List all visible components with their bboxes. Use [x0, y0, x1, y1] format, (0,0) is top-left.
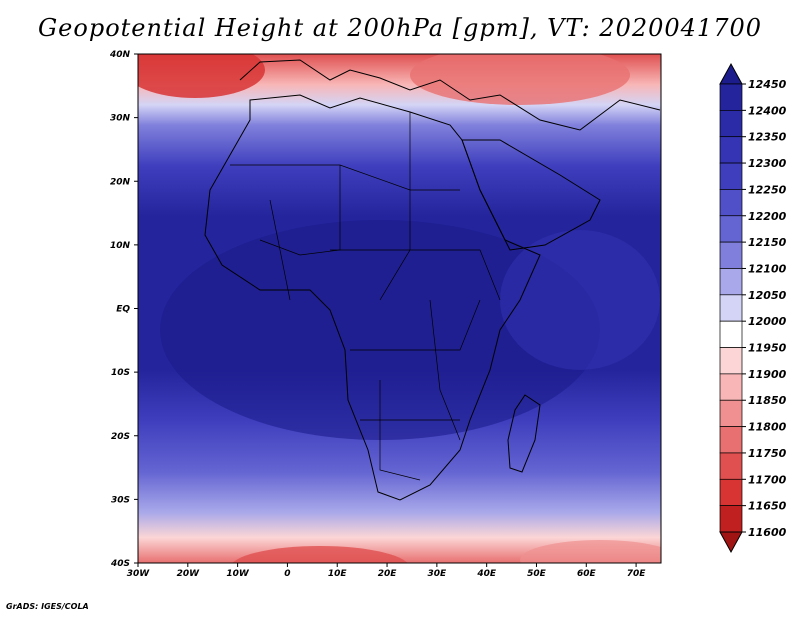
lon-tick-label: 30W	[127, 569, 151, 579]
lon-tick-label: 50E	[527, 569, 547, 579]
longitude-axis: 30W 20W 10W 0 10E 20E 30E 40E 50E 60E 70E	[127, 563, 647, 579]
colorbar-tick-label: 12350	[748, 131, 787, 144]
lat-tick-label: 10S	[111, 368, 130, 378]
colorbar-bin	[719, 136, 743, 164]
colorbar-bin	[719, 347, 743, 375]
lon-tick-label: 20W	[177, 569, 201, 579]
colorbar-tick-label: 11700	[748, 473, 787, 486]
coastline-europe	[239, 59, 661, 131]
mid-band-east	[500, 230, 660, 370]
lon-tick-label: 0	[284, 569, 290, 579]
colorbar-tick-label: 12250	[748, 183, 787, 196]
colorbar-bin	[719, 268, 743, 296]
colorbar-tick-label: 12150	[748, 236, 787, 249]
lon-tick-label: 10W	[226, 569, 250, 579]
colorbar-bin	[719, 110, 743, 138]
colorbar-tick-label: 12400	[748, 104, 787, 117]
colorbar-tick-label: 11850	[748, 394, 787, 407]
country-borders	[230, 112, 501, 481]
high-south-east	[520, 540, 661, 563]
colorbar-bottom-arrow	[719, 531, 743, 554]
map-title: Geopotential Height at 200hPa [gpm], VT:…	[38, 14, 762, 42]
coastline-madagascar	[507, 394, 541, 473]
lat-tick-label: 40S	[110, 559, 130, 569]
colorbar-tick-label: 11600	[748, 526, 787, 539]
colorbar-bin	[719, 452, 743, 480]
colorbar-bin	[719, 241, 743, 269]
map-panel	[138, 54, 661, 563]
colorbar-bin	[719, 505, 743, 533]
grads-credit: GrADS: IGES/COLA	[6, 602, 89, 611]
lat-tick-label: 40N	[109, 50, 131, 60]
colorbar-tick-label: 12200	[748, 210, 787, 223]
colorbar-bin	[719, 162, 743, 190]
colorbar-tick-label: 12300	[748, 157, 787, 170]
colorbar-tick-label: 11800	[748, 421, 787, 434]
colorbar-bin	[719, 478, 743, 506]
high-north-east	[410, 54, 630, 105]
lat-tick-label: 30N	[110, 114, 131, 124]
lon-tick-label: 70E	[627, 569, 647, 579]
lon-tick-label: 60E	[577, 569, 597, 579]
colorbar-tick-label: 12100	[748, 262, 787, 275]
colorbar-bin	[719, 399, 743, 427]
colorbar-tick-label: 12450	[748, 78, 787, 91]
lat-tick-label: 10N	[110, 241, 131, 251]
colorbar-bin	[719, 426, 743, 454]
colorbar-bin	[719, 189, 743, 217]
colorbar: 12450 12400 12350 12300 12250 12200 12150 12100…	[719, 62, 787, 554]
colorbar-tick-label: 11900	[748, 368, 787, 381]
colorbar-bin	[719, 294, 743, 322]
lon-tick-label: 10E	[328, 569, 348, 579]
lon-tick-label: 20E	[378, 569, 398, 579]
colorbar-bin	[719, 320, 743, 348]
colorbar-bin	[719, 215, 743, 243]
colorbar-tick-label: 11950	[748, 342, 787, 355]
coastline-africa	[204, 94, 541, 501]
colorbar-top-arrow	[719, 62, 743, 85]
colorbar-tick-label: 11650	[748, 500, 787, 513]
colorbar-bin	[719, 373, 743, 401]
lon-tick-label: 40E	[476, 569, 497, 579]
lat-tick-label: EQ	[116, 305, 130, 315]
colorbar-tick-label: 12050	[748, 289, 787, 302]
coastline-arabia	[461, 139, 601, 251]
colorbar-bin	[719, 83, 743, 111]
lat-tick-label: 20S	[111, 432, 130, 442]
high-south	[232, 546, 408, 563]
lat-tick-label: 20N	[110, 177, 131, 187]
high-north-west	[138, 54, 265, 98]
lat-tick-label: 30S	[111, 495, 130, 505]
colorbar-tick-label: 11750	[748, 447, 787, 460]
lon-tick-label: 30E	[428, 569, 448, 579]
latitude-axis: 40N 30N 20N 10N EQ 10S 20S 30S 40S	[109, 50, 138, 569]
colorbar-tick-label: 12000	[748, 315, 787, 328]
